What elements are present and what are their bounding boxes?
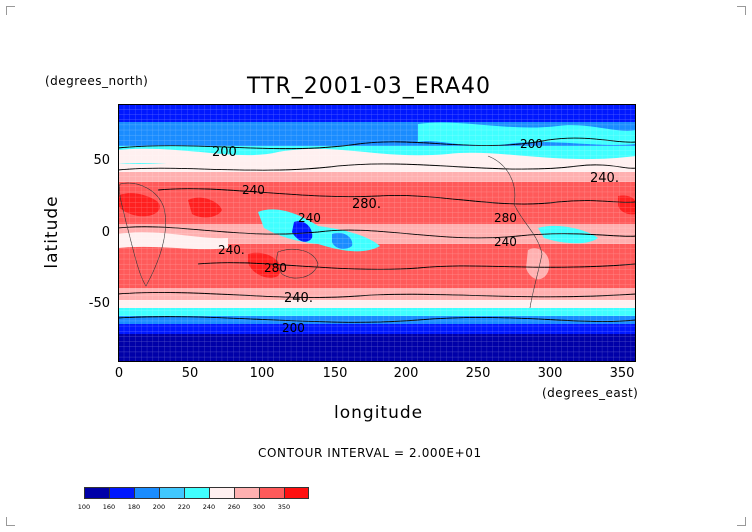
contour-label: 240. [218, 243, 245, 257]
colorbar-label: 100 [77, 503, 91, 511]
colorbar-swatch [259, 487, 284, 499]
x-tick-label: 50 [181, 366, 199, 381]
colorbar-label: 160 [102, 503, 116, 511]
corner-mark-bottom-left [6, 517, 15, 526]
contour-label: 280. [352, 197, 381, 212]
contour-label: 200 [212, 145, 237, 160]
contour-label: 240. [590, 171, 619, 186]
colorbar-swatch [284, 487, 309, 499]
colorbar-label: 180 [127, 503, 141, 511]
longitude-units-label: (degrees_east) [542, 386, 639, 400]
colorbar-swatch [209, 487, 234, 499]
corner-mark-bottom-right [737, 517, 746, 526]
plot-frame [118, 104, 636, 362]
colorbar-swatch [84, 487, 109, 499]
x-tick-label: 100 [249, 366, 275, 381]
colorbar-label: 220 [177, 503, 191, 511]
corner-mark-top-right [737, 6, 746, 15]
plot-title: TTR_2001-03_ERA40 [247, 74, 492, 99]
y-axis-label: latitude [42, 195, 62, 269]
colorbar-swatch [184, 487, 209, 499]
colorbar-label: 300 [252, 503, 266, 511]
colorbar-label: 350 [277, 503, 291, 511]
contour-label: 240 [494, 235, 517, 249]
colorbar [84, 487, 309, 499]
contour-interval-text: CONTOUR INTERVAL = 2.000E+01 [258, 446, 482, 460]
grid-overlay [118, 104, 636, 362]
contour-label: 200 [282, 321, 305, 335]
corner-mark-top-left [6, 6, 15, 15]
y-tick-label: -50 [88, 296, 110, 311]
y-tick-label: 0 [101, 225, 110, 240]
x-tick-label: 250 [465, 366, 491, 381]
y-tick-label: 50 [93, 153, 110, 168]
colorbar-label: 260 [227, 503, 241, 511]
colorbar-swatch [159, 487, 184, 499]
x-tick-label: 200 [393, 366, 419, 381]
colorbar-label: 240 [202, 503, 216, 511]
contour-label: 280 [494, 211, 517, 225]
contour-label: 200 [520, 137, 543, 151]
x-tick-label: 150 [322, 366, 348, 381]
x-tick-label: 350 [609, 366, 635, 381]
ttr-map-plot: 200 200 240. 240 280. 240 280 240. 240 2… [118, 104, 636, 362]
contour-label: 240 [242, 183, 265, 197]
contour-label: 240. [284, 291, 313, 306]
x-axis-label: longitude [334, 403, 424, 423]
contour-label: 280 [264, 261, 287, 275]
x-tick-label: 300 [537, 366, 563, 381]
contour-label: 240 [298, 211, 321, 225]
colorbar-swatch [109, 487, 134, 499]
latitude-units-label: (degrees_north) [45, 74, 149, 88]
colorbar-swatch [134, 487, 159, 499]
colorbar-label: 200 [152, 503, 166, 511]
colorbar-swatch [234, 487, 259, 499]
x-tick-label: 0 [114, 366, 124, 381]
